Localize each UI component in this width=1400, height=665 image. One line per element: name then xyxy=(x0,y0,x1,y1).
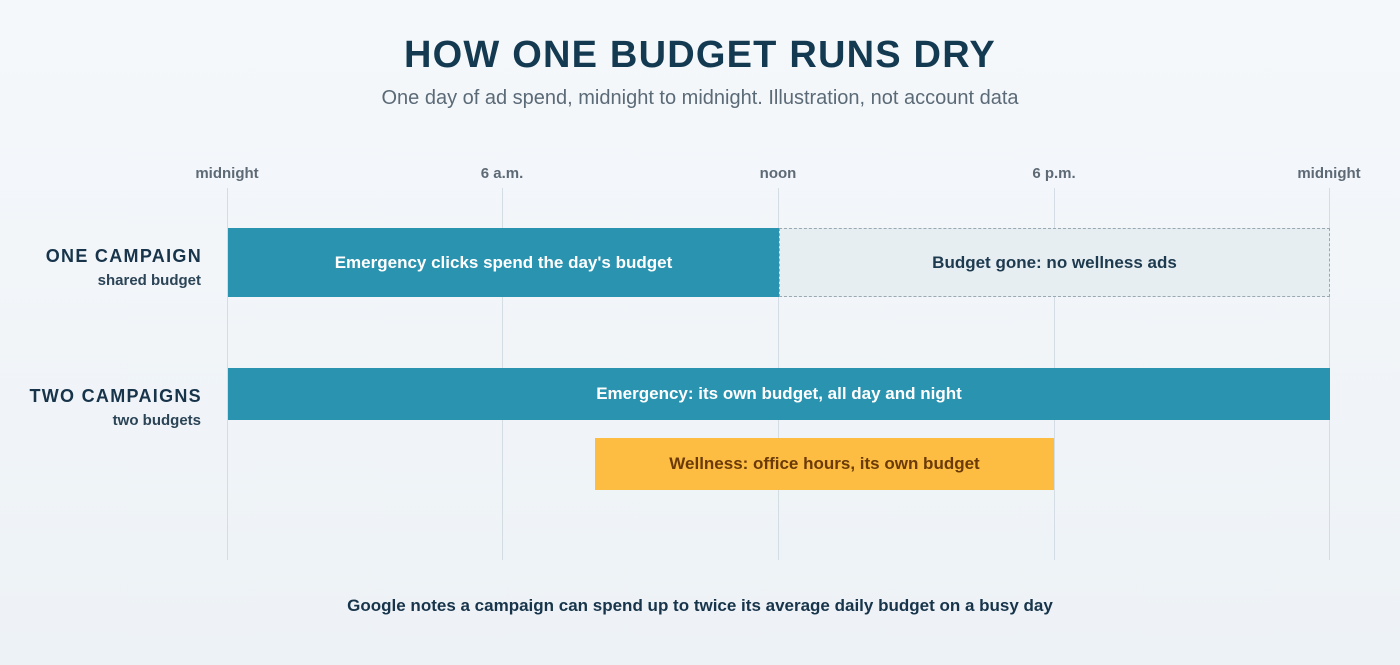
bar-emergency-own-budget: Emergency: its own budget, all day and n… xyxy=(228,368,1330,420)
row-title-one-campaign: ONE CAMPAIGN xyxy=(45,246,202,266)
page-subtitle: One day of ad spend, midnight to midnigh… xyxy=(381,87,1019,109)
row-title-two-campaigns: TWO CAMPAIGNS xyxy=(29,386,202,406)
tick-label-midnight-start: midnight xyxy=(195,165,259,182)
page-title: HOW ONE BUDGET RUNS DRY xyxy=(404,34,996,76)
bar-budget-gone: Budget gone: no wellness ads xyxy=(779,228,1330,297)
row-subtitle-two-budgets: two budgets xyxy=(112,412,201,429)
tick-label-midnight-end: midnight xyxy=(1297,165,1361,182)
tick-label-6pm: 6 p.m. xyxy=(1032,165,1076,182)
row-subtitle-shared-budget: shared budget xyxy=(97,272,201,289)
bar-wellness-office-hours: Wellness: office hours, its own budget xyxy=(595,438,1054,490)
tick-label-6am: 6 a.m. xyxy=(480,165,524,182)
gridline-midnight-start xyxy=(227,188,228,560)
tick-label-noon: noon xyxy=(759,165,797,182)
bar-emergency-spend: Emergency clicks spend the day's budget xyxy=(228,228,779,297)
footnote: Google notes a campaign can spend up to … xyxy=(347,596,1053,615)
